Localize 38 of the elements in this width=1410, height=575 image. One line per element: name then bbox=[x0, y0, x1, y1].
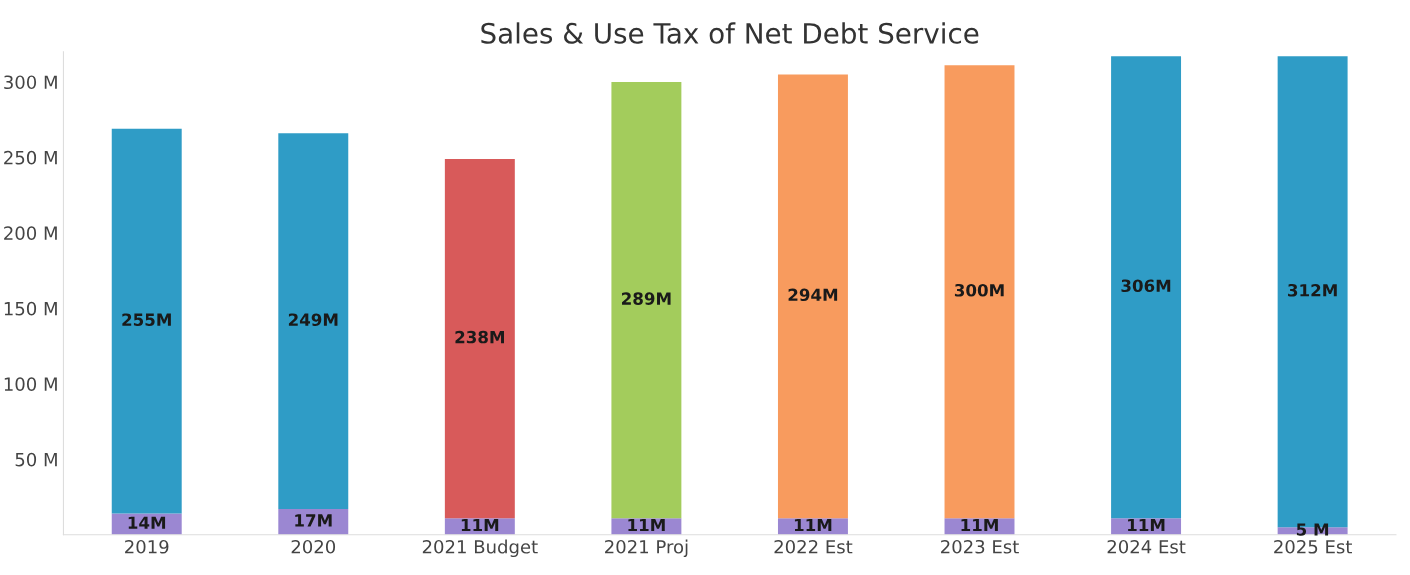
bar bbox=[278, 133, 349, 510]
x-tick-label: 2020 bbox=[291, 539, 336, 554]
data-label: 289M bbox=[622, 292, 671, 305]
data-label: 238M bbox=[455, 330, 504, 344]
data-label: 312M bbox=[1288, 283, 1337, 297]
data-label: 11M bbox=[961, 518, 998, 532]
bar bbox=[777, 74, 848, 519]
data-label: 255M bbox=[122, 313, 171, 327]
y-tick-label: 200 M bbox=[4, 226, 57, 240]
y-tick-label: 50 M bbox=[15, 452, 57, 467]
x-tick-label: 2024 Est bbox=[1107, 539, 1186, 554]
x-tick-label: 2021 Proj bbox=[605, 539, 688, 558]
bar bbox=[444, 158, 515, 519]
data-label: 11M bbox=[461, 518, 499, 532]
data-label: 11M bbox=[1128, 518, 1165, 532]
chart-title: Sales & Use Tax of Net Debt Service bbox=[481, 22, 979, 44]
y-tick-label: 300 M bbox=[4, 75, 57, 90]
data-label: 306M bbox=[1121, 279, 1171, 293]
data-label: 11M bbox=[628, 518, 665, 532]
bar bbox=[1111, 56, 1182, 519]
data-label: 14M bbox=[128, 516, 166, 529]
data-label: 300M bbox=[954, 283, 1004, 297]
x-tick-label: 2022 Est bbox=[774, 539, 853, 554]
y-tick-label: 150 M bbox=[4, 301, 57, 316]
data-label: 249M bbox=[288, 313, 338, 327]
x-tick-label: 2025 Est bbox=[1274, 539, 1352, 554]
bar bbox=[944, 65, 1015, 519]
data-label: 294M bbox=[788, 288, 838, 302]
data-label: 5 M bbox=[1296, 523, 1329, 536]
x-tick-label: 2019 bbox=[125, 539, 169, 554]
bar bbox=[611, 81, 682, 519]
y-tick-label: 250 M bbox=[4, 150, 57, 165]
data-label: 11M bbox=[794, 518, 832, 532]
bar bbox=[111, 128, 182, 514]
y-tick-label: 100 M bbox=[4, 377, 57, 391]
x-tick-label: 2023 Est bbox=[941, 539, 1019, 554]
x-tick-label: 2021 Budget bbox=[422, 539, 538, 558]
data-label: 17M bbox=[295, 514, 332, 527]
